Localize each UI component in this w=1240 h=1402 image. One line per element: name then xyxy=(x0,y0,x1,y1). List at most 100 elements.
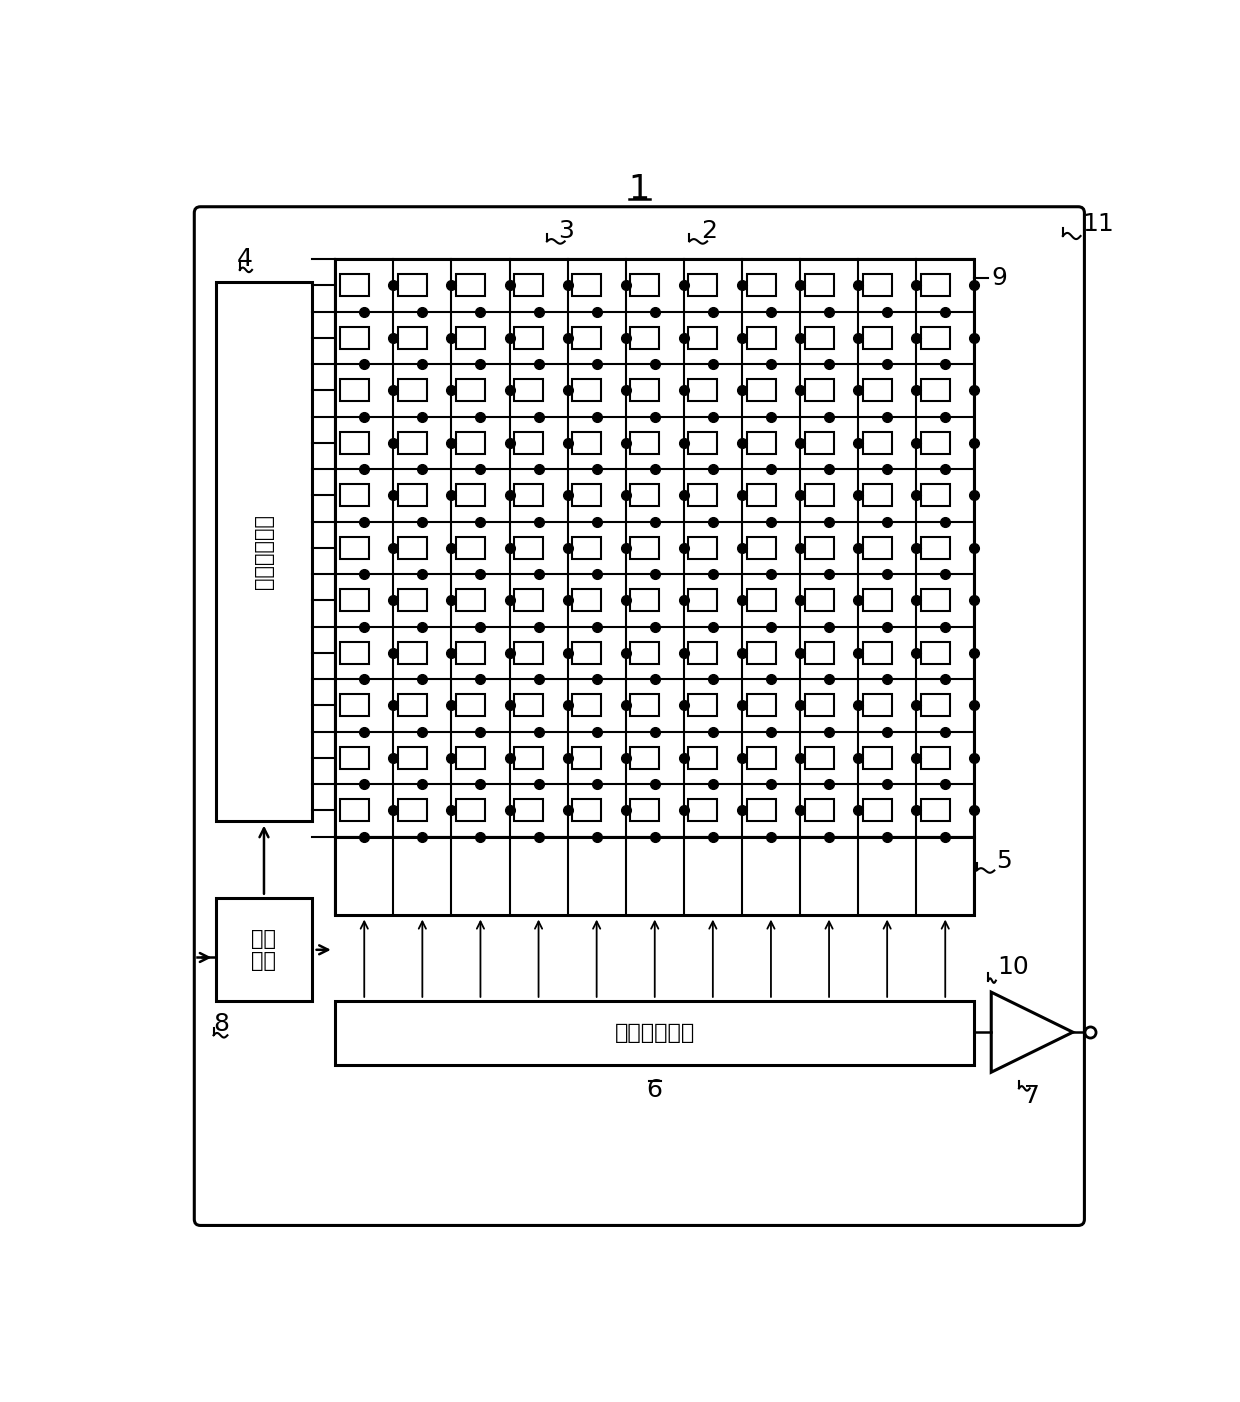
Bar xyxy=(746,275,775,296)
Text: 1: 1 xyxy=(629,174,650,206)
Bar xyxy=(398,327,427,349)
Bar xyxy=(688,589,718,611)
Bar xyxy=(805,380,833,401)
Bar xyxy=(805,589,833,611)
Text: 4: 4 xyxy=(237,247,253,271)
Bar xyxy=(515,694,543,716)
Text: 2: 2 xyxy=(701,219,717,244)
Text: 控制: 控制 xyxy=(252,930,277,949)
Bar xyxy=(398,537,427,559)
Text: 10: 10 xyxy=(997,956,1029,980)
Bar xyxy=(921,484,950,506)
Text: 垂直驱动电路: 垂直驱动电路 xyxy=(254,515,274,589)
Bar xyxy=(863,327,892,349)
Text: 水平驱动电路: 水平驱动电路 xyxy=(615,1023,694,1043)
Bar xyxy=(572,275,601,296)
Bar xyxy=(805,537,833,559)
Bar xyxy=(340,642,368,665)
Bar xyxy=(216,899,312,1001)
Bar xyxy=(456,432,485,454)
Bar xyxy=(805,432,833,454)
Bar xyxy=(340,589,368,611)
Bar xyxy=(630,327,660,349)
Bar xyxy=(921,747,950,768)
Bar xyxy=(863,589,892,611)
Bar xyxy=(572,799,601,822)
Bar xyxy=(340,380,368,401)
Text: 8: 8 xyxy=(213,1012,229,1036)
Bar xyxy=(630,799,660,822)
Bar xyxy=(746,380,775,401)
Bar xyxy=(572,432,601,454)
Bar xyxy=(515,327,543,349)
Bar xyxy=(863,484,892,506)
Bar xyxy=(515,380,543,401)
Bar xyxy=(340,327,368,349)
Bar xyxy=(688,275,718,296)
Bar xyxy=(863,537,892,559)
Bar xyxy=(456,642,485,665)
Bar xyxy=(572,694,601,716)
Bar xyxy=(216,282,312,822)
Bar xyxy=(863,642,892,665)
Bar xyxy=(340,694,368,716)
Bar xyxy=(456,747,485,768)
Bar xyxy=(515,275,543,296)
Bar xyxy=(456,327,485,349)
Bar xyxy=(572,380,601,401)
Bar xyxy=(456,380,485,401)
Bar xyxy=(688,537,718,559)
Bar xyxy=(335,259,975,837)
FancyBboxPatch shape xyxy=(195,206,1085,1225)
Bar xyxy=(515,484,543,506)
Bar xyxy=(921,432,950,454)
Bar xyxy=(805,327,833,349)
Bar xyxy=(688,642,718,665)
Bar xyxy=(456,799,485,822)
Bar xyxy=(746,537,775,559)
Bar xyxy=(630,589,660,611)
Bar xyxy=(515,642,543,665)
Bar xyxy=(572,747,601,768)
Bar xyxy=(921,589,950,611)
Bar xyxy=(398,275,427,296)
Bar xyxy=(398,694,427,716)
Bar xyxy=(572,327,601,349)
Bar xyxy=(630,694,660,716)
Bar xyxy=(515,537,543,559)
Bar xyxy=(746,694,775,716)
Bar xyxy=(335,837,975,916)
Bar xyxy=(805,799,833,822)
Bar xyxy=(572,484,601,506)
Bar xyxy=(456,275,485,296)
Bar xyxy=(630,484,660,506)
Bar xyxy=(688,747,718,768)
Bar xyxy=(630,747,660,768)
Polygon shape xyxy=(991,993,1073,1073)
Bar xyxy=(746,484,775,506)
Bar xyxy=(456,694,485,716)
Bar xyxy=(398,799,427,822)
Bar xyxy=(688,694,718,716)
Text: 5: 5 xyxy=(996,850,1012,873)
Bar xyxy=(805,694,833,716)
Bar xyxy=(746,642,775,665)
Bar xyxy=(746,747,775,768)
Bar xyxy=(572,642,601,665)
Bar xyxy=(456,537,485,559)
Bar xyxy=(630,642,660,665)
Text: 电路: 电路 xyxy=(252,951,277,970)
Bar xyxy=(456,484,485,506)
Bar xyxy=(398,747,427,768)
Bar xyxy=(340,484,368,506)
Bar xyxy=(921,380,950,401)
Bar xyxy=(515,589,543,611)
Bar xyxy=(630,432,660,454)
Bar xyxy=(688,484,718,506)
Bar xyxy=(863,694,892,716)
Text: 6: 6 xyxy=(647,1078,662,1102)
Bar xyxy=(921,642,950,665)
Bar xyxy=(921,694,950,716)
Bar xyxy=(340,747,368,768)
Bar xyxy=(688,799,718,822)
